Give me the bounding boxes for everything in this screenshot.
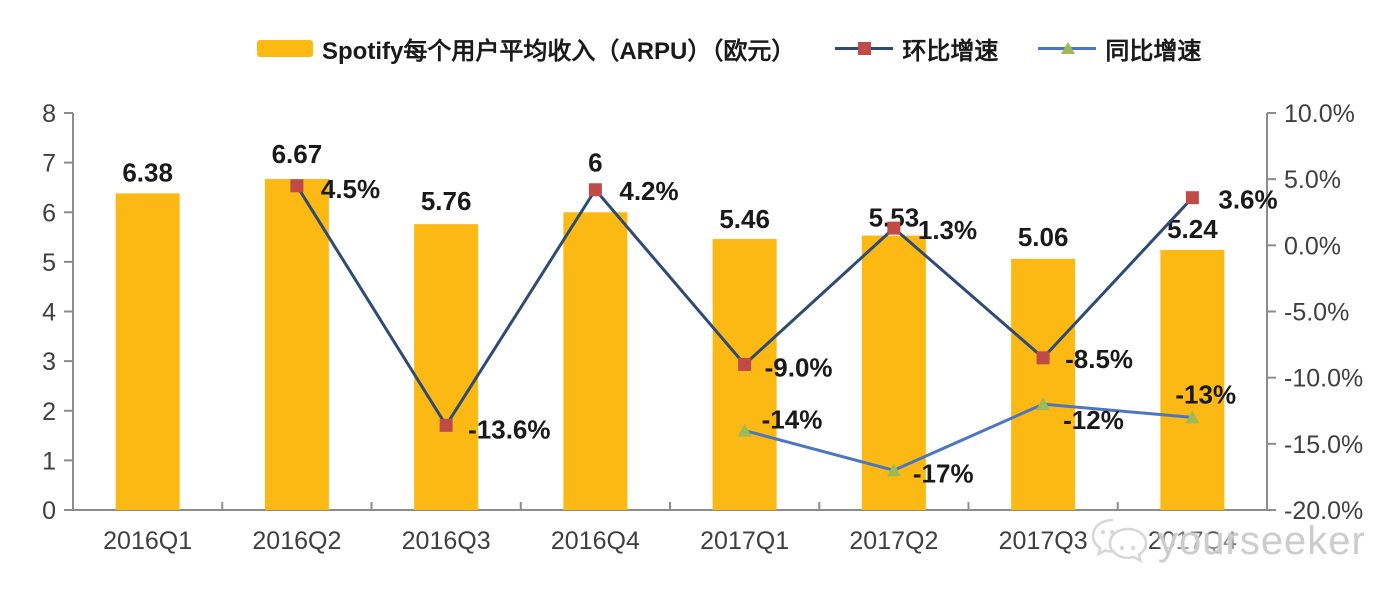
qoq-marker [1036, 351, 1050, 365]
x-axis-category-label: 2017Q1 [700, 527, 789, 555]
legend-item-arpu: Spotify每个用户平均收入（ARPU）（欧元） [257, 31, 795, 66]
watermark: yourseeker [1086, 512, 1366, 570]
bar-2017Q4 [1160, 249, 1225, 510]
yoy-marker [1185, 410, 1200, 424]
yoy-marker [1036, 397, 1051, 411]
qoq-value-label: 4.5% [321, 174, 380, 204]
x-axis-category-label: 2016Q3 [402, 527, 491, 555]
right-axis-tick-label: -15.0% [1284, 431, 1363, 459]
right-axis-tick-label: 5.0% [1284, 166, 1341, 194]
yoy-marker [737, 423, 752, 437]
qoq-marker [1185, 191, 1199, 205]
right-axis-tick-label: -10.0% [1284, 365, 1363, 393]
right-axis-tick-label: -5.0% [1284, 299, 1349, 327]
x-axis-category-label: 2016Q2 [252, 527, 341, 555]
yoy-line [744, 402, 1193, 472]
x-axis-category-label: 2017Q4 [1148, 527, 1237, 555]
bar-value-label: 5.06 [1018, 222, 1069, 252]
qoq-marker [439, 418, 453, 432]
line-square-marker-icon [835, 39, 894, 57]
legend-label-yoy: 同比增速 [1105, 37, 1202, 65]
right-axis-tick-label: 0.0% [1284, 232, 1341, 260]
line-triangle-marker-icon [1038, 39, 1097, 57]
bar-2017Q1 [712, 239, 777, 511]
bar-2016Q3 [414, 224, 479, 510]
bar-2016Q4 [563, 212, 628, 510]
x-axis-category-label: 2017Q2 [849, 527, 938, 555]
qoq-value-label: -13.6% [468, 414, 550, 444]
bar-value-label: 5.76 [421, 186, 472, 216]
right-axis-tick-label: -20.0% [1284, 497, 1363, 525]
legend-item-yoy: 同比增速 [1038, 31, 1201, 66]
legend-item-qoq: 环比增速 [835, 31, 998, 66]
x-axis-category-label: 2016Q1 [103, 527, 192, 555]
qoq-value-label: 3.6% [1218, 185, 1277, 215]
qoq-square-marker-icon [858, 42, 872, 55]
left-axis-tick-label: 0 [42, 497, 56, 525]
qoq-value-label: -8.5% [1065, 344, 1133, 374]
left-axis-tick-label: 7 [42, 150, 56, 178]
left-axis-tick-label: 1 [42, 447, 56, 475]
yoy-marker [886, 463, 901, 477]
x-axis-category-label: 2017Q3 [999, 527, 1088, 555]
left-axis-tick-label: 8 [42, 100, 56, 128]
qoq-value-label: 1.3% [918, 215, 977, 245]
yoy-triangle-marker-icon [1061, 42, 1076, 54]
bar-value-label: 6.67 [272, 139, 323, 169]
bar-value-label: 5.24 [1167, 214, 1218, 244]
x-axis-category-label: 2016Q4 [551, 527, 640, 555]
left-axis-tick-label: 5 [42, 249, 56, 277]
left-axis-tick-label: 4 [42, 299, 56, 327]
yoy-value-label: -12% [1063, 405, 1124, 435]
qoq-marker [588, 183, 602, 197]
left-axis-tick-label: 6 [42, 199, 56, 227]
yoy-value-label: -14% [762, 405, 823, 435]
yoy-value-label: -13% [1175, 379, 1236, 409]
chart-legend: Spotify每个用户平均收入（ARPU）（欧元） 环比增速 同比增速 [257, 31, 1201, 66]
bar-2016Q1 [115, 193, 180, 510]
qoq-value-label: 4.2% [619, 176, 678, 206]
bar-value-label: 5.46 [719, 204, 770, 234]
bar-2016Q2 [264, 179, 329, 510]
legend-label-qoq: 环比增速 [902, 37, 999, 65]
bar-value-label: 6.38 [122, 157, 173, 187]
watermark-text: yourseeker [1158, 518, 1366, 563]
legend-label-arpu: Spotify每个用户平均收入（ARPU）（欧元） [322, 37, 796, 65]
bar-2017Q3 [1011, 258, 1076, 510]
right-axis-tick-label: 10.0% [1284, 100, 1355, 128]
bar-value-label: 6 [588, 147, 602, 177]
qoq-marker [738, 357, 752, 371]
qoq-value-label: -9.0% [765, 352, 833, 382]
qoq-marker [887, 221, 901, 235]
left-axis-tick-label: 2 [42, 398, 56, 426]
yoy-value-label: -17% [913, 458, 974, 488]
left-axis-tick-label: 3 [42, 348, 56, 376]
qoq-marker [290, 179, 304, 193]
wechat-logo-icon [1091, 518, 1148, 563]
bar-swatch-icon [257, 39, 313, 57]
